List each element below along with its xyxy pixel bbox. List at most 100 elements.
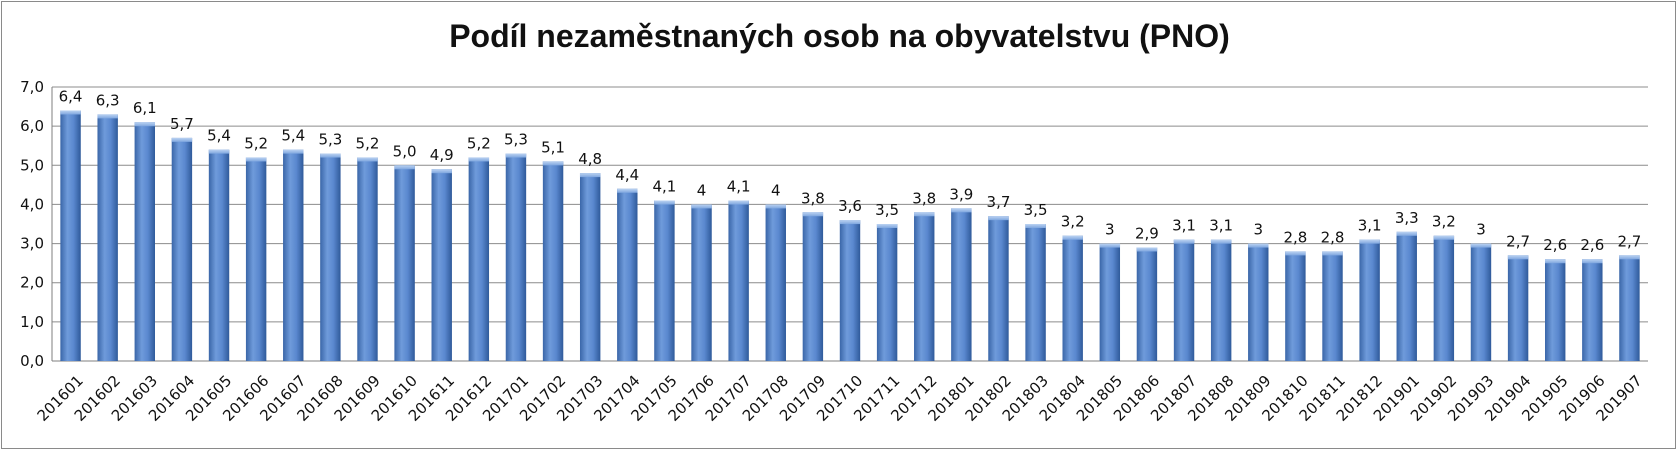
bar-top-highlight [1619,255,1640,260]
data-label: 2,6 [1543,236,1567,254]
bar-top-highlight [97,114,118,119]
bar-top-highlight [357,157,378,162]
bar [1173,239,1195,361]
bar-top-highlight [1470,243,1492,248]
data-label: 5,3 [318,131,342,149]
bar [876,224,898,361]
bar [542,161,564,361]
data-label: 5,4 [207,127,231,145]
bar-top-highlight [1507,255,1529,260]
data-label: 3 [1254,221,1264,239]
data-label: 6,1 [133,99,157,117]
data-label: 2,7 [1506,232,1530,250]
data-label: 3,2 [1061,213,1085,231]
y-axis-ticks: 0,0 1,0 2,0 3,0 4,0 5,0 6,0 7,0 [20,78,44,370]
bar-top-highlight [1433,235,1455,240]
bar [1470,243,1492,361]
data-label: 3,3 [1395,209,1419,227]
y-tick-label: 4,0 [20,195,44,213]
bar [1359,239,1380,361]
bar [1062,235,1083,361]
bar-top-highlight [1582,259,1603,264]
bar [951,208,972,361]
bar-top-highlight [394,165,415,170]
bar [320,153,341,361]
bar-top-highlight [134,122,155,127]
bar [208,149,230,361]
data-label: 4,8 [578,150,602,168]
bar-top-highlight [542,161,564,166]
bar-top-highlight [617,188,638,193]
y-tick-label: 3,0 [20,235,44,253]
data-label: 3,1 [1172,217,1196,235]
bar-top-highlight [431,169,452,174]
data-label: 5,2 [244,134,268,152]
data-label: 3,2 [1432,213,1456,231]
bar [765,204,786,361]
y-tick-label: 1,0 [20,313,44,331]
chart-title: Podíl nezaměstnaných osob na obyvatelstv… [449,18,1230,54]
bars [60,110,1640,362]
bar [728,200,749,361]
data-label: 5,2 [467,134,491,152]
bar [988,216,1009,361]
bar-top-highlight [1136,247,1158,252]
data-label: 3,1 [1358,217,1382,235]
data-label: 5,7 [170,115,194,133]
data-label: 3,1 [1209,217,1233,235]
data-label: 5,3 [504,131,528,149]
bar-top-highlight [1322,251,1343,256]
y-tick-label: 5,0 [20,156,44,174]
bar [1025,224,1046,361]
bar [134,122,155,361]
bar-top-highlight [283,149,304,154]
bar [505,153,527,361]
bar-top-highlight [839,220,861,225]
bar [1507,255,1529,361]
data-label: 2,6 [1580,236,1604,254]
bar-top-highlight [60,110,81,115]
data-label: 2,8 [1283,228,1307,246]
data-label: 3,6 [838,197,862,215]
bar [1619,255,1640,361]
bar [1210,239,1232,361]
bar-top-highlight [1173,239,1195,244]
bar [839,220,861,361]
bar-top-highlight [171,137,193,142]
bar-top-highlight [914,212,935,217]
y-tick-label: 6,0 [20,117,44,135]
bar-top-highlight [579,173,601,178]
bar-top-highlight [1545,259,1566,264]
y-tick-label: 2,0 [20,274,44,292]
x-axis-labels: 2016012016022016032016042016052016062016… [34,372,1646,425]
bar [1285,251,1306,361]
bar [654,200,675,361]
bar-top-highlight [876,224,898,228]
data-label: 4,1 [727,178,751,196]
bar [617,188,638,361]
bar-top-highlight [691,204,712,209]
bar-top-highlight [1099,243,1121,248]
bar-top-highlight [1285,251,1306,256]
bar [1248,243,1269,361]
data-label: 4,4 [615,166,639,184]
y-tick-label: 7,0 [20,78,44,96]
data-label: 5,1 [541,138,565,156]
bar [1396,231,1417,361]
bar-top-highlight [951,208,972,213]
data-label: 3,5 [1024,201,1048,219]
data-label: 3,8 [912,189,936,207]
bar [1322,251,1343,361]
bar [691,204,712,361]
bar [394,165,415,361]
bar-top-highlight [765,204,786,209]
bar-top-highlight [1025,224,1046,228]
data-label: 3,8 [801,189,825,207]
bar-top-highlight [468,157,490,162]
bar-top-highlight [728,200,749,205]
bar-top-highlight [505,153,527,158]
bar [171,137,193,361]
bar [283,149,304,361]
bar [245,157,267,361]
